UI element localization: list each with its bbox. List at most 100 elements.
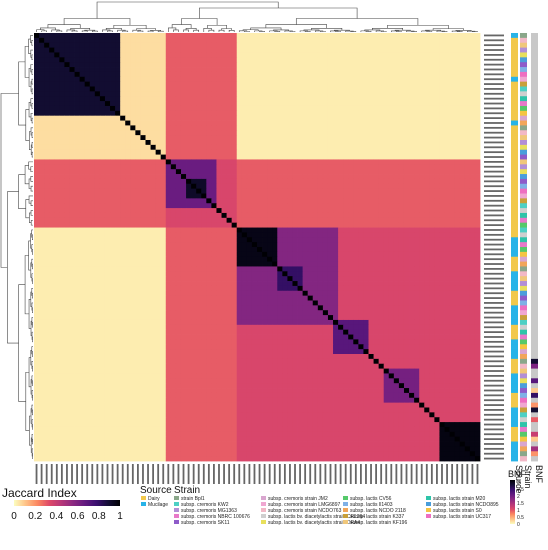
heatmap-cell bbox=[49, 178, 55, 185]
heatmap-cell bbox=[363, 125, 369, 131]
heatmap-cell bbox=[59, 305, 65, 311]
heatmap-cell bbox=[191, 125, 197, 131]
heatmap-cell bbox=[186, 96, 192, 102]
heatmap-cell bbox=[297, 52, 304, 58]
heatmap-cell bbox=[196, 130, 202, 136]
heatmap-cell bbox=[231, 42, 238, 48]
heatmap-cell bbox=[358, 266, 364, 272]
heatmap-cell bbox=[348, 237, 354, 243]
heatmap-cell bbox=[327, 52, 334, 58]
heatmap-cell bbox=[89, 174, 96, 180]
heatmap-cell bbox=[241, 174, 248, 180]
heatmap-cell bbox=[403, 285, 410, 292]
heatmap-cell bbox=[74, 198, 81, 204]
heatmap-cell bbox=[262, 198, 268, 204]
heatmap-cell bbox=[353, 57, 359, 63]
heatmap-cell bbox=[474, 96, 481, 102]
heatmap-cell bbox=[191, 140, 197, 146]
heatmap-cell bbox=[44, 62, 50, 68]
heatmap-cell bbox=[368, 47, 374, 53]
heatmap-cell bbox=[297, 222, 304, 228]
heatmap-cell bbox=[388, 198, 395, 204]
heatmap-cell bbox=[216, 232, 222, 238]
heatmap-cell bbox=[140, 91, 146, 97]
heatmap-cell bbox=[262, 193, 268, 199]
heatmap-cell bbox=[110, 164, 116, 170]
heatmap-cell bbox=[454, 247, 461, 253]
heatmap-cell bbox=[79, 290, 86, 297]
heatmap-cell bbox=[267, 305, 273, 311]
heatmap-cell bbox=[363, 149, 369, 155]
heatmap-cell bbox=[464, 237, 471, 243]
heatmap-cell bbox=[186, 227, 192, 233]
heatmap-cell bbox=[186, 217, 192, 224]
heatmap-cell bbox=[69, 266, 75, 272]
heatmap-cell bbox=[429, 110, 435, 117]
heatmap-cell bbox=[333, 217, 339, 224]
heatmap-cell bbox=[302, 285, 309, 292]
heatmap-cell bbox=[343, 266, 349, 272]
heatmap-cell bbox=[464, 140, 471, 146]
heatmap-cell bbox=[267, 251, 273, 258]
heatmap-cell bbox=[140, 266, 146, 272]
heatmap-cell bbox=[125, 71, 131, 78]
heatmap-cell bbox=[110, 183, 116, 190]
heatmap-cell bbox=[150, 227, 157, 233]
heatmap-cell bbox=[297, 159, 304, 165]
heatmap-cell bbox=[201, 178, 207, 185]
heatmap-cell bbox=[317, 86, 324, 92]
heatmap-cell bbox=[241, 159, 248, 165]
heatmap-cell bbox=[216, 276, 222, 282]
heatmap-cell bbox=[302, 140, 309, 146]
heatmap-cell bbox=[130, 198, 136, 204]
heatmap-cell bbox=[150, 105, 157, 112]
heatmap-cell bbox=[353, 251, 359, 258]
heatmap-cell bbox=[135, 169, 141, 175]
heatmap-cell bbox=[333, 62, 339, 68]
heatmap-cell bbox=[414, 285, 420, 292]
heatmap-cell bbox=[363, 290, 369, 297]
heatmap-cell bbox=[120, 290, 126, 297]
heatmap-cell bbox=[140, 271, 146, 277]
heatmap-cell bbox=[125, 57, 131, 63]
heatmap-cell bbox=[145, 247, 151, 253]
heatmap-cell bbox=[398, 164, 405, 170]
heatmap-cell bbox=[282, 110, 288, 117]
heatmap-cell bbox=[94, 276, 101, 282]
heatmap-cell bbox=[277, 154, 283, 160]
heatmap-cell bbox=[398, 101, 405, 107]
heatmap-cell bbox=[454, 193, 461, 199]
heatmap-cell bbox=[191, 164, 197, 170]
heatmap-cell bbox=[120, 81, 126, 87]
heatmap-cell bbox=[449, 290, 456, 297]
heatmap-cell bbox=[110, 91, 116, 97]
heatmap-cell bbox=[267, 76, 273, 83]
heatmap-cell bbox=[429, 81, 435, 87]
heatmap-cell bbox=[302, 266, 309, 272]
heatmap-cell bbox=[353, 86, 359, 92]
heatmap-cell bbox=[241, 266, 248, 272]
heatmap-cell bbox=[454, 37, 461, 44]
heatmap-cell bbox=[59, 159, 65, 165]
heatmap-cell bbox=[196, 203, 202, 209]
heatmap-cell bbox=[272, 144, 278, 151]
heatmap-cell bbox=[130, 86, 136, 92]
heatmap-cell bbox=[84, 222, 91, 228]
heatmap-cell bbox=[236, 101, 243, 107]
heatmap-cell bbox=[302, 110, 309, 117]
heatmap-cell bbox=[378, 247, 385, 253]
heatmap-cell bbox=[444, 290, 450, 297]
heatmap-cell bbox=[338, 62, 344, 68]
heatmap-cell bbox=[363, 159, 369, 165]
heatmap-cell bbox=[343, 222, 349, 228]
heatmap-cell bbox=[333, 251, 339, 258]
heatmap-cell bbox=[474, 300, 481, 306]
heatmap-cell bbox=[104, 247, 111, 253]
heatmap-cell bbox=[130, 71, 136, 78]
heatmap-cell bbox=[94, 140, 101, 146]
heatmap-cell bbox=[120, 149, 126, 155]
heatmap-cell bbox=[89, 71, 96, 78]
heatmap-cell bbox=[170, 37, 177, 44]
heatmap-cell bbox=[115, 52, 121, 58]
heatmap-cell bbox=[74, 115, 81, 121]
